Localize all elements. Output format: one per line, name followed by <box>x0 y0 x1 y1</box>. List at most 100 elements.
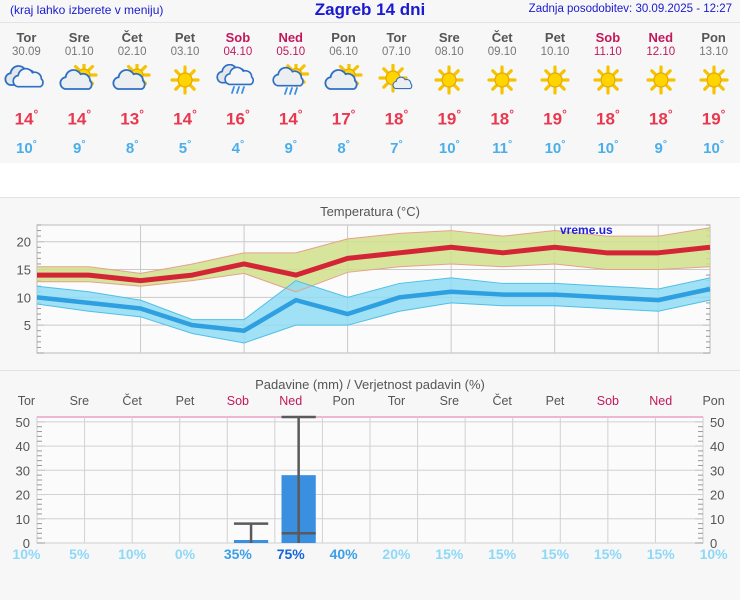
weather-icon-wrap <box>370 61 423 101</box>
precipitation-day-label: Ned <box>279 394 303 408</box>
precipitation-probability: 5% <box>69 546 90 562</box>
forecast-strip: Tor 30.09 14° 10° Sre 01.10 14° 9° Čet 02.10 13° 8°… <box>0 23 740 163</box>
watermark: vreme.us <box>560 223 613 237</box>
degree-symbol: ° <box>86 107 92 121</box>
forecast-day-column[interactable]: Pon 06.10 17° 8° <box>317 23 370 160</box>
day-date: 04.10 <box>223 46 253 58</box>
y-axis-label-left: 10 <box>16 512 30 527</box>
tmax-upper-line <box>37 227 711 274</box>
degree-symbol: ° <box>719 137 725 150</box>
min-temperature: 5° <box>159 133 212 160</box>
max-temperature: 18° <box>581 101 634 133</box>
min-temperature-value: 10 <box>597 139 615 157</box>
precipitation-chart-svg: 0 0 10 10 20 20 30 30 40 40 50 50 <box>16 415 725 551</box>
day-name: Ned <box>648 30 674 45</box>
forecast-day-column[interactable]: Pet 03.10 14° 5° <box>159 23 212 160</box>
y-axis-label-right: 40 <box>710 439 724 454</box>
min-temperature-value: 7 <box>390 139 399 157</box>
forecast-day-column[interactable]: Sre 08.10 19° 10° <box>423 23 476 160</box>
max-temperature-value: 14 <box>278 109 298 129</box>
degree-symbol: ° <box>667 107 673 121</box>
forecast-day-column[interactable]: Sob 11.10 18° 10° <box>581 23 634 160</box>
min-temperature-value: 9 <box>73 139 82 157</box>
sun-small-cloud-icon <box>378 64 413 93</box>
weather-icon-wrap <box>634 61 687 101</box>
precipitation-day-labels: Tor Sre Čet Pet Sob Ned Pon Tor Sre Čet Pet Sob Ned P… <box>0 394 740 408</box>
sunny-icon <box>487 65 517 95</box>
forecast-day-column[interactable]: Čet 09.10 18° 11° <box>476 23 529 160</box>
precipitation-probability: 15% <box>646 546 675 562</box>
forecast-day-column[interactable]: Sre 01.10 14° 9° <box>53 23 106 160</box>
precipitation-probability: 15% <box>488 546 517 562</box>
max-temperature: 13° <box>106 101 159 133</box>
header-divider <box>0 22 740 23</box>
temperature-band <box>37 227 710 292</box>
degree-symbol: ° <box>398 137 403 150</box>
y-axis-label-left: 30 <box>16 463 30 478</box>
temp-section-divider <box>0 197 740 198</box>
min-temperature: 8° <box>317 133 370 160</box>
sunny-icon <box>434 65 464 95</box>
degree-symbol: ° <box>455 137 460 150</box>
degree-symbol: ° <box>32 137 37 150</box>
precipitation-day-label: Pet <box>175 394 195 408</box>
location-hint: (kraj lahko izberete v meniju) <box>10 3 164 17</box>
precipitation-probability: 40% <box>329 546 358 562</box>
forecast-day-column[interactable]: Čet 02.10 13° 8° <box>106 23 159 160</box>
y-axis-label-right: 10 <box>710 512 724 527</box>
max-temperature-value: 14 <box>14 109 34 129</box>
weather-icon-wrap <box>106 61 159 101</box>
weather-icon-wrap <box>317 61 370 101</box>
weather-icon-wrap <box>476 61 529 101</box>
max-temperature-value: 16 <box>226 109 245 129</box>
sunny-icon <box>646 65 676 95</box>
day-name: Pon <box>331 30 356 45</box>
precipitation-chart-title: Padavine (mm) / Verjetnost padavin (%) <box>255 377 485 392</box>
degree-symbol: ° <box>561 137 566 150</box>
degree-symbol: ° <box>403 107 409 121</box>
min-temperature: 9° <box>53 133 106 160</box>
day-date: 30.09 <box>12 46 41 58</box>
max-temperature: 19° <box>529 101 582 133</box>
forecast-day-column[interactable]: Tor 30.09 14° 10° <box>0 23 53 160</box>
degree-symbol: ° <box>507 137 513 150</box>
partly-sunny-icon <box>324 64 363 90</box>
min-temperature: 10° <box>687 133 740 160</box>
min-temperature: 10° <box>423 133 476 160</box>
cloudy-icon <box>4 65 45 88</box>
sunny-icon <box>593 65 623 95</box>
partly-sunny-icon <box>59 64 98 90</box>
y-axis-label-left: 40 <box>16 439 30 454</box>
tmax-line <box>37 244 711 284</box>
forecast-day-column[interactable]: Pet 10.10 19° 10° <box>529 23 582 160</box>
max-temperature-value: 17 <box>331 109 351 129</box>
page-header: (kraj lahko izberete v meniju) Zagreb 14… <box>0 0 740 22</box>
degree-symbol: ° <box>81 137 86 150</box>
day-name: Sre <box>68 30 90 45</box>
forecast-day-column[interactable]: Ned 12.10 18° 9° <box>634 23 687 160</box>
max-temperature: 18° <box>370 101 423 133</box>
weather-icon-wrap <box>264 61 317 101</box>
weather-icon-wrap <box>581 61 634 101</box>
min-temperature-value: 10 <box>703 139 720 157</box>
precipitation-day-label: Sob <box>226 394 249 408</box>
forecast-day-column[interactable]: Sob 04.10 16° 4° <box>211 23 264 160</box>
forecast-day-column[interactable]: Tor 07.10 18° 7° <box>370 23 423 160</box>
forecast-day-column[interactable]: Pon 13.10 19° 10° <box>687 23 740 160</box>
day-name: Čet <box>121 30 143 45</box>
day-name: Sre <box>438 30 460 45</box>
day-name: Pet <box>544 30 566 45</box>
day-date: 13.10 <box>699 46 728 58</box>
precipitation-probability: 10% <box>12 546 41 562</box>
max-temperature-value: 18 <box>384 109 404 129</box>
max-temperature: 18° <box>634 101 687 133</box>
rain-showers-icon <box>216 64 254 94</box>
sun-cloud-rain-icon <box>272 64 309 95</box>
y-axis-label-right: 30 <box>710 463 724 478</box>
forecast-day-column[interactable]: Ned 05.10 14° 9° <box>264 23 317 160</box>
max-temperature-value: 14 <box>67 109 87 129</box>
y-axis-label-right: 20 <box>710 488 724 503</box>
temperature-panel: Temperatura (°C) 5 10 15 20 vreme.us <box>0 198 740 370</box>
day-name: Tor <box>386 30 407 45</box>
